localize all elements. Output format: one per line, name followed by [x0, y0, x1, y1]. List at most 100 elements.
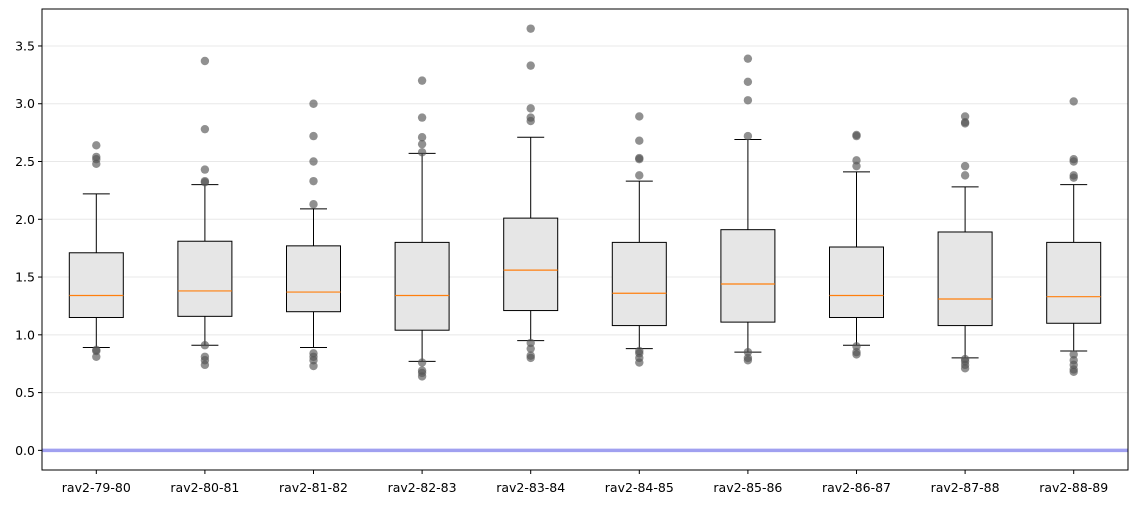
- y-tick-label: 0.5: [15, 385, 35, 400]
- box-rav2-85-86: [720, 54, 776, 365]
- x-tick-label: rav2-85-86: [713, 480, 782, 495]
- box-rav2-82-83: [394, 76, 450, 381]
- outlier-point: [309, 349, 318, 358]
- y-tick-label: 2.0: [15, 212, 35, 227]
- y-axis: 0.0 0.5 1.0 1.5 2.0 2.5 3.0 3.5: [15, 38, 42, 458]
- box-rav2-88-89: [1046, 97, 1102, 376]
- interquartile-box: [286, 245, 341, 313]
- outlier-point: [635, 171, 644, 180]
- outlier-point: [417, 358, 427, 367]
- outlier-point: [1069, 350, 1078, 359]
- outlier-point: [1069, 171, 1078, 180]
- box-rav2-79-80: [68, 141, 124, 361]
- x-tick-label: rav2-87-88: [931, 480, 1000, 495]
- outlier-point: [200, 176, 210, 186]
- outlier-point: [526, 61, 535, 70]
- outlier-point: [92, 345, 101, 355]
- outlier-point: [960, 354, 970, 364]
- outlier-point: [200, 124, 210, 134]
- outlier-point: [417, 76, 427, 85]
- outlier-point: [743, 54, 753, 63]
- outlier-point: [960, 171, 970, 180]
- outlier-point: [417, 148, 427, 157]
- outlier-point: [526, 344, 535, 353]
- x-tick-label: rav2-80-81: [170, 480, 239, 495]
- outlier-point: [635, 153, 644, 163]
- outlier-point: [635, 136, 644, 145]
- x-tick-label: rav2-84-85: [605, 480, 674, 495]
- outlier-point: [309, 361, 318, 371]
- outlier-point: [743, 353, 753, 363]
- outlier-point: [309, 131, 318, 141]
- interquartile-box: [611, 241, 667, 327]
- outlier-point: [743, 131, 753, 141]
- box-rav2-81-82: [286, 99, 341, 371]
- outlier-point: [417, 113, 427, 122]
- outlier-point: [200, 56, 210, 66]
- outlier-point: [852, 130, 861, 140]
- x-tick-label: rav2-82-83: [388, 480, 457, 495]
- y-tick-label: 0.0: [15, 443, 35, 458]
- outlier-point: [526, 113, 535, 122]
- outlier-point: [960, 118, 970, 127]
- interquartile-box: [394, 241, 450, 331]
- outlier-point: [417, 366, 427, 375]
- outlier-point: [200, 352, 210, 361]
- box-rav2-83-84: [503, 24, 559, 363]
- y-tick-label: 2.5: [15, 154, 35, 169]
- x-tick-label: rav2-83-84: [496, 480, 565, 495]
- outlier-point: [743, 96, 753, 105]
- y-tick-label: 3.5: [15, 38, 35, 53]
- interquartile-box: [177, 240, 233, 317]
- outlier-point: [417, 133, 427, 142]
- outlier-point: [309, 99, 318, 108]
- outlier-point: [743, 77, 753, 86]
- outlier-point: [852, 347, 861, 357]
- interquartile-box: [829, 246, 884, 318]
- x-tick-label: rav2-81-82: [279, 480, 348, 495]
- interquartile-box: [720, 229, 776, 323]
- outlier-point: [526, 104, 535, 113]
- outlier-point: [92, 352, 101, 361]
- axes-frame: [41, 8, 1129, 471]
- outlier-point: [526, 351, 535, 360]
- outlier-point: [960, 112, 970, 121]
- outlier-point: [1069, 356, 1078, 365]
- outlier-point: [92, 141, 101, 150]
- outlier-point: [852, 342, 861, 351]
- x-axis: rav2-79-80 rav2-80-81 rav2-81-82 rav2-82-83…: [62, 470, 1108, 495]
- interquartile-box: [937, 231, 993, 327]
- box-rav2-84-85: [611, 112, 667, 367]
- interquartile-box: [503, 217, 559, 312]
- y-tick-label: 3.0: [15, 96, 35, 111]
- outlier-point: [743, 347, 753, 357]
- outlier-point: [635, 346, 644, 356]
- x-tick-label: rav2-86-87: [822, 480, 891, 495]
- outlier-point: [309, 200, 318, 209]
- outlier-point: [309, 157, 318, 166]
- interquartile-box: [68, 252, 124, 318]
- box-rav2-86-87: [829, 130, 884, 359]
- outlier-point: [200, 165, 210, 174]
- outlier-point: [526, 338, 535, 348]
- outlier-point: [1069, 97, 1078, 106]
- box-rav2-87-88: [937, 112, 993, 373]
- outlier-point: [635, 112, 644, 121]
- outlier-point: [309, 176, 318, 186]
- interquartile-box: [1046, 241, 1102, 324]
- outlier-point: [852, 161, 861, 171]
- outlier-point: [417, 139, 427, 149]
- outlier-point: [526, 24, 535, 33]
- y-tick-label: 1.0: [15, 327, 35, 342]
- y-tick-label: 1.5: [15, 270, 35, 285]
- outlier-point: [200, 341, 210, 350]
- outlier-point: [1069, 155, 1078, 164]
- x-tick-label: rav2-79-80: [62, 480, 131, 495]
- outlier-point: [960, 161, 970, 171]
- outlier-point: [92, 152, 101, 162]
- box-rav2-80-81: [177, 56, 233, 370]
- outlier-point: [852, 156, 861, 165]
- boxes-layer: [68, 24, 1102, 381]
- x-tick-label: rav2-88-89: [1039, 480, 1108, 495]
